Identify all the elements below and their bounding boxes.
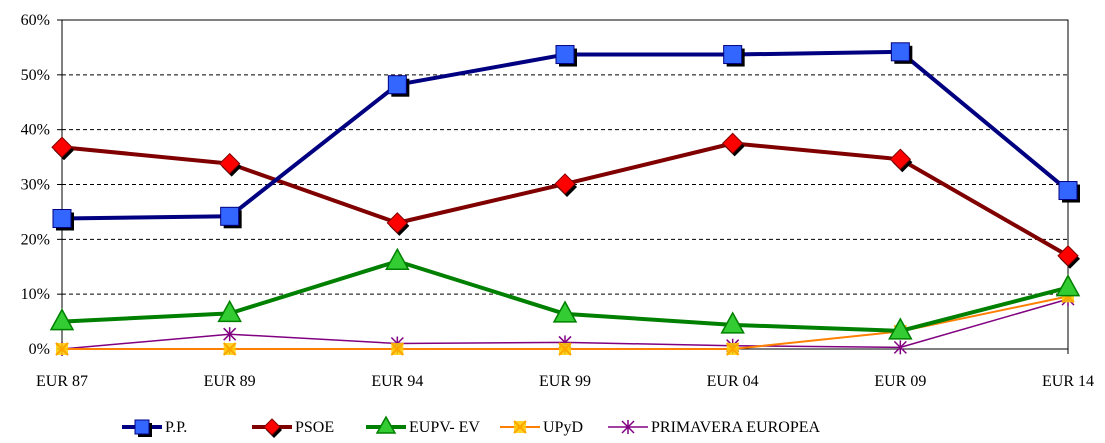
- marker-x-stroke: [558, 342, 572, 356]
- marker-diamond: [554, 173, 576, 195]
- marker-diamond: [218, 152, 241, 175]
- data-point: [49, 308, 75, 331]
- data-point: [552, 300, 578, 323]
- marker-square: [52, 208, 72, 228]
- data-point: [220, 206, 242, 229]
- x-tick-label: EUR 09: [874, 373, 926, 390]
- series-upyd: [55, 289, 1075, 356]
- marker-triangle: [217, 299, 242, 323]
- marker-x-stroke: [55, 342, 69, 356]
- data-point: [720, 311, 745, 334]
- x-tick-label: EUR 89: [204, 373, 256, 390]
- marker-x-stroke: [513, 420, 527, 434]
- series-p-p: [52, 42, 1080, 231]
- data-point: [889, 148, 913, 173]
- legend-entry: EUPV- EV: [366, 415, 480, 436]
- marker-triangle: [888, 317, 913, 340]
- data-point: [52, 208, 74, 231]
- marker-square: [723, 45, 743, 65]
- legend-label: EUPV- EV: [409, 419, 480, 436]
- legend-entry: P.P.: [122, 419, 187, 437]
- data-point: [217, 299, 242, 323]
- data-point: [1057, 245, 1080, 269]
- data-point: [558, 342, 572, 356]
- data-point: [390, 342, 405, 356]
- marker-square: [134, 419, 150, 435]
- data-point: [51, 136, 74, 161]
- x-tick-label: EUR 99: [539, 373, 591, 390]
- data-point: [223, 327, 237, 342]
- marker-square: [387, 75, 407, 95]
- marker-x-stroke: [390, 342, 405, 356]
- marker-diamond: [1057, 245, 1079, 267]
- data-point: [555, 45, 577, 67]
- data-point: [55, 342, 69, 356]
- marker-diamond: [263, 418, 281, 436]
- y-tick-label: 60%: [21, 12, 50, 29]
- marker-diamond: [889, 148, 912, 170]
- y-tick-label: 50%: [21, 67, 50, 84]
- y-tick-label: 30%: [21, 177, 50, 194]
- marker-triangle: [375, 415, 397, 434]
- series-eupv-ev: [49, 247, 1081, 340]
- data-point: [222, 342, 237, 356]
- legend-label: PSOE: [295, 419, 334, 436]
- data-point: [387, 75, 410, 97]
- legend-entry: PSOE: [252, 418, 334, 438]
- y-tick-labels: 0% 10% 20% 30% 40% 50% 60%: [21, 12, 50, 358]
- data-point: [554, 173, 577, 197]
- marker-triangle: [552, 300, 578, 323]
- marker-diamond: [386, 212, 409, 234]
- data-point: [385, 247, 410, 271]
- y-tick-label: 0%: [29, 341, 50, 358]
- data-point: [218, 152, 242, 177]
- x-tick-label: EUR 87: [36, 373, 88, 390]
- marker-square: [890, 42, 910, 62]
- x-tick-label: EUR 04: [707, 373, 759, 390]
- y-tick-label: 10%: [21, 286, 50, 303]
- marker-square: [220, 206, 240, 226]
- legend-label: P.P.: [165, 419, 187, 436]
- data-point: [725, 342, 740, 356]
- marker-square: [555, 45, 575, 65]
- x-tick-label: EUR 14: [1042, 373, 1094, 390]
- legend-swatch-marker: [134, 419, 152, 437]
- marker-triangle: [385, 247, 410, 271]
- marker-square: [1058, 181, 1078, 201]
- marker-triangle: [720, 311, 745, 334]
- legend: P.P. PSOE EUPV- EV UPyD PRIMAVERA EUROPEA: [122, 415, 821, 438]
- marker-diamond: [721, 132, 744, 155]
- legend-swatch-marker: [375, 415, 397, 434]
- data-point: [888, 317, 913, 340]
- legend-label: UPyD: [543, 419, 583, 436]
- data-point: [723, 45, 745, 67]
- marker-x-stroke: [725, 342, 740, 356]
- legend-entry: PRIMAVERA EUROPEA: [608, 419, 821, 436]
- series-layer: [49, 42, 1081, 356]
- y-tick-label: 20%: [21, 231, 50, 248]
- legend-swatch-marker: [621, 420, 635, 434]
- marker-triangle: [49, 308, 75, 331]
- data-point: [1055, 274, 1081, 297]
- marker-diamond: [51, 136, 73, 158]
- data-point: [386, 212, 410, 236]
- data-point: [721, 132, 745, 157]
- legend-swatch-marker: [513, 420, 527, 434]
- legend-swatch-marker: [263, 418, 282, 438]
- x-tick-labels: EUR 87 EUR 89 EUR 94 EUR 99 EUR 04 EUR 09 EUR …: [36, 373, 1094, 390]
- series-psoe: [51, 132, 1080, 269]
- legend-label: PRIMAVERA EUROPEA: [651, 419, 821, 436]
- data-point: [890, 42, 913, 64]
- legend-entry: UPyD: [500, 419, 583, 436]
- marker-triangle: [1055, 274, 1081, 297]
- data-point: [1058, 181, 1080, 203]
- marker-x-stroke: [222, 342, 237, 356]
- y-tick-label: 40%: [21, 122, 50, 139]
- x-tick-label: EUR 94: [371, 373, 423, 390]
- data-point: [893, 340, 907, 355]
